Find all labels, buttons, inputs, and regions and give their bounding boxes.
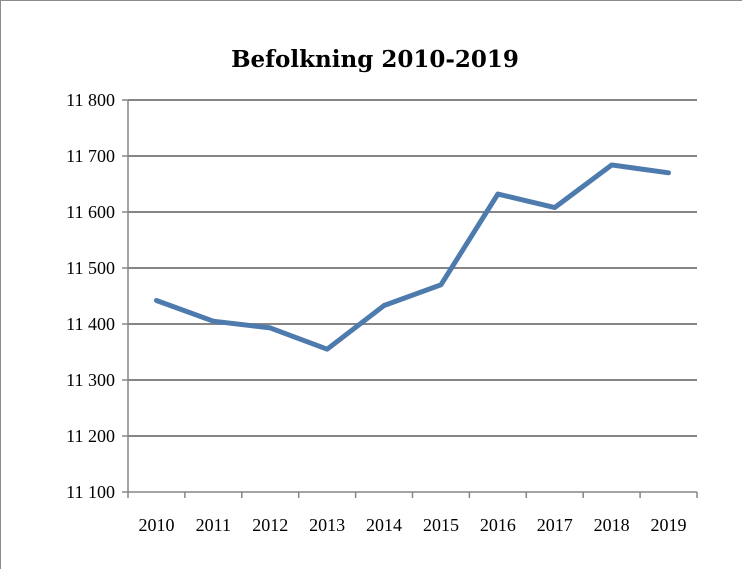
y-tick-label-2: 11 300 xyxy=(66,370,115,390)
x-axis-ticks: 2010 2011 2012 2013 2014 2015 2016 2017 2018 2019 xyxy=(127,492,698,535)
x-tick-label-2010: 2010 xyxy=(138,515,174,535)
x-tick-label-2014: 2014 xyxy=(366,515,402,535)
y-tick-label-3: 11 400 xyxy=(66,314,115,334)
y-tick-label-7: 11 800 xyxy=(66,90,115,110)
x-tick-label-2018: 2018 xyxy=(594,515,630,535)
x-tick-label-2016: 2016 xyxy=(480,515,516,535)
x-tick-label-2011: 2011 xyxy=(196,515,231,535)
y-axis-ticks: 11 100 11 200 11 300 11 400 11 500 11 600 11 7… xyxy=(66,90,128,502)
y-tick-label-6: 11 700 xyxy=(66,146,115,166)
y-tick-label-5: 11 600 xyxy=(66,202,115,222)
y-tick-label-1: 11 200 xyxy=(66,426,115,446)
x-tick-label-2017: 2017 xyxy=(537,515,573,535)
x-tick-label-2015: 2015 xyxy=(423,515,459,535)
gridlines xyxy=(128,99,697,437)
chart-title: Befolkning 2010-2019 xyxy=(231,46,519,73)
x-tick-label-2012: 2012 xyxy=(252,515,288,535)
x-tick-label-2019: 2019 xyxy=(651,515,687,535)
y-tick-label-4: 11 500 xyxy=(66,258,115,278)
x-tick-label-2013: 2013 xyxy=(309,515,345,535)
series-line-0 xyxy=(153,162,672,352)
y-tick-label-0: 11 100 xyxy=(66,482,115,502)
plot-area xyxy=(153,162,672,352)
